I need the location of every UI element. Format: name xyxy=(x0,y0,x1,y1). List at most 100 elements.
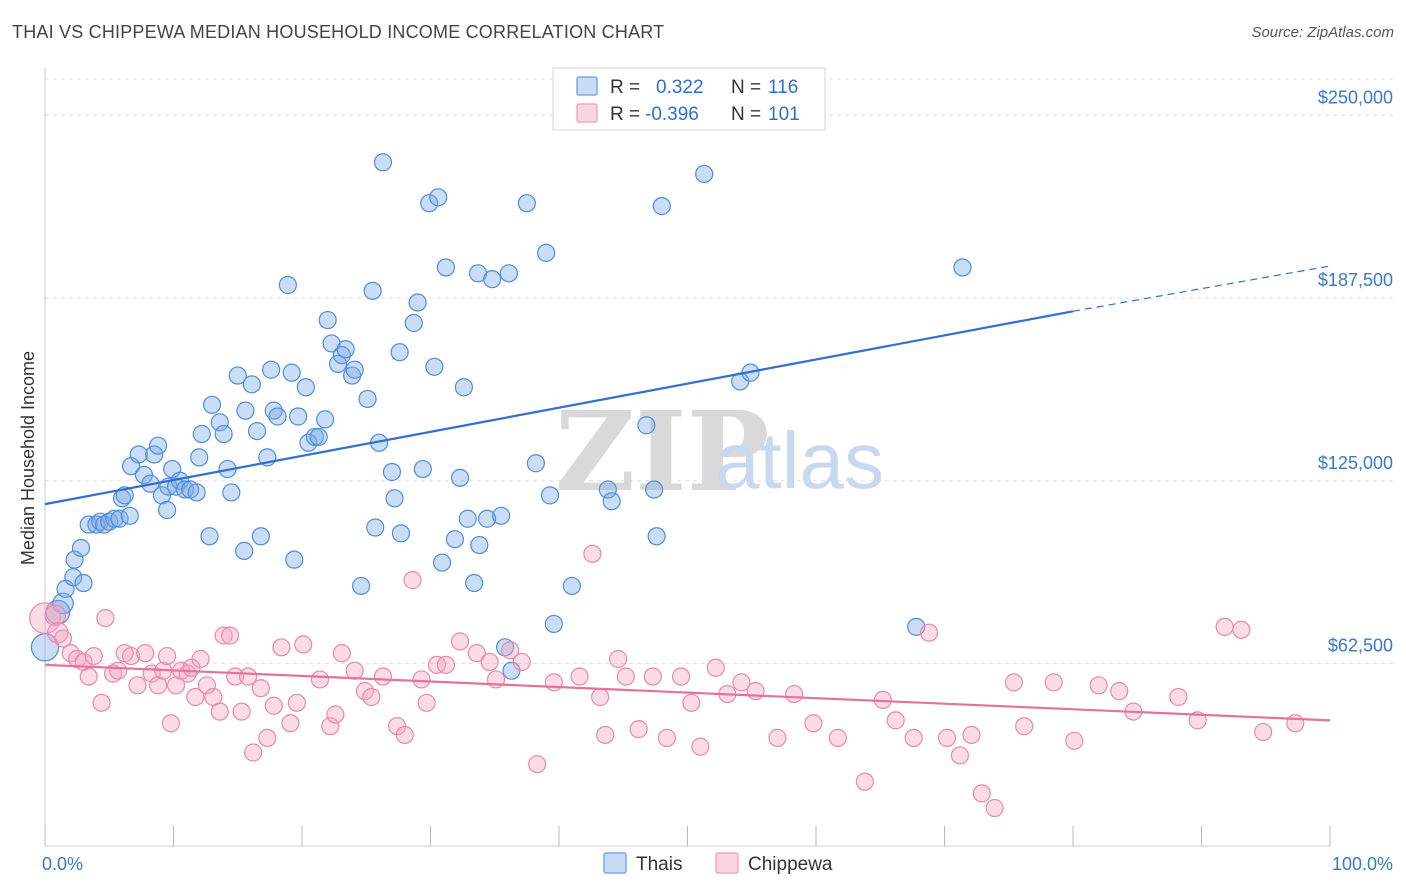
thais-point xyxy=(79,515,98,534)
thais-point xyxy=(157,500,177,520)
chippewa-point xyxy=(657,728,677,747)
thais-point xyxy=(647,527,666,546)
chippewa-point xyxy=(785,684,804,704)
chippewa-point xyxy=(972,784,991,803)
thais-point xyxy=(470,535,489,555)
chart-title: THAI VS CHIPPEWA MEDIAN HOUSEHOLD INCOME… xyxy=(12,22,665,42)
chippewa-point xyxy=(136,644,155,663)
watermark-atlas: atlas xyxy=(715,416,884,505)
thais-point xyxy=(373,153,393,172)
y-tick-label: $187,500 xyxy=(1318,270,1393,290)
stats-legend: R = 0.322 N = 116 R = -0.396 N = 101 xyxy=(552,67,826,131)
chippewa-point xyxy=(480,652,499,672)
chippewa-point xyxy=(629,720,648,739)
chippewa-point xyxy=(950,746,970,765)
chippewa-point xyxy=(84,646,103,666)
thais-point xyxy=(385,489,404,508)
thais-point xyxy=(71,538,91,558)
thais-point xyxy=(192,424,211,444)
thais-point xyxy=(316,410,335,429)
thais-point xyxy=(328,354,348,373)
chippewa-point xyxy=(528,755,547,774)
thais-point xyxy=(644,480,664,499)
x-tick-label-end: 100.0% xyxy=(1332,854,1393,874)
chippewa-point xyxy=(1089,676,1108,695)
thais-point xyxy=(366,518,385,537)
chippewa-point xyxy=(643,667,662,686)
thais-point xyxy=(289,407,308,426)
thais-point xyxy=(64,568,83,587)
thais-point xyxy=(598,480,617,499)
chippewa-point xyxy=(682,693,701,712)
thais-point xyxy=(390,343,409,362)
chippewa-point xyxy=(570,667,589,686)
chippewa-point xyxy=(332,644,351,663)
chippewa-point xyxy=(294,635,313,654)
watermark-zip: ZIP xyxy=(555,387,769,516)
stats-chippewa-r-label: R = xyxy=(610,104,640,125)
chippewa-point xyxy=(1004,673,1023,692)
chippewa-point xyxy=(258,728,277,747)
y-tick-label: $250,000 xyxy=(1318,88,1393,108)
x-tick-label-start: 0.0% xyxy=(42,854,83,874)
chippewa-point xyxy=(436,655,456,674)
thais-point xyxy=(105,509,124,528)
thais-point xyxy=(202,395,222,414)
thais-point xyxy=(222,483,241,502)
thais-point xyxy=(285,550,304,569)
thais-point xyxy=(445,530,465,549)
thais-point xyxy=(74,573,93,593)
chippewa-point xyxy=(210,702,229,721)
chippewa-point xyxy=(395,725,414,745)
legend-swatch-chippewa xyxy=(715,852,739,874)
thais-point xyxy=(454,378,474,397)
thais-point xyxy=(236,401,255,420)
thais-point xyxy=(309,427,328,447)
trend-lines xyxy=(44,265,1331,722)
thais-point xyxy=(429,188,448,207)
chippewa-point xyxy=(706,658,725,677)
thais-point xyxy=(358,389,377,409)
chippewa-point xyxy=(232,702,251,721)
series-chippewa-points xyxy=(29,544,1305,818)
thais-point xyxy=(262,360,281,379)
thais-point xyxy=(187,483,206,502)
chippewa-point xyxy=(962,725,981,745)
thais-point xyxy=(391,524,411,543)
chippewa-point xyxy=(186,687,205,707)
chippewa-point xyxy=(264,696,283,715)
chippewa-point xyxy=(220,626,240,645)
thais-point xyxy=(52,592,74,615)
chippewa-point xyxy=(191,649,210,669)
thais-point xyxy=(477,509,497,528)
stats-thais-r-value: 0.322 xyxy=(656,77,704,98)
thais-point xyxy=(214,424,233,444)
chippewa-point xyxy=(467,644,486,663)
chippewa-point xyxy=(985,798,1004,818)
chippewa-point xyxy=(583,544,602,563)
thais-point xyxy=(436,258,456,277)
thais-point xyxy=(145,445,164,464)
thais-point xyxy=(345,360,364,379)
thais-point xyxy=(953,258,972,277)
thais-point xyxy=(305,427,324,447)
stats-thais-n-value: 116 xyxy=(768,77,798,98)
thais-point xyxy=(537,243,556,262)
stats-thais-r-label: R = xyxy=(610,77,640,98)
thais-point xyxy=(251,527,270,546)
thais-point xyxy=(100,512,119,531)
thais-point xyxy=(432,553,452,572)
chippewa-point xyxy=(512,652,531,672)
thais-point xyxy=(465,573,484,593)
thais-trend-line xyxy=(44,310,1074,506)
legend-label-chippewa: Chippewa xyxy=(748,854,833,875)
thais-point xyxy=(483,270,502,289)
chippewa-point xyxy=(47,621,69,644)
chippewa-point xyxy=(1254,722,1273,742)
chippewa-point xyxy=(544,673,563,692)
y-tick-label: $62,500 xyxy=(1328,635,1393,655)
chippewa-point xyxy=(128,676,147,695)
chippewa-point xyxy=(92,693,111,712)
y-tick-label: $125,000 xyxy=(1318,453,1393,473)
chippewa-point xyxy=(244,743,263,762)
